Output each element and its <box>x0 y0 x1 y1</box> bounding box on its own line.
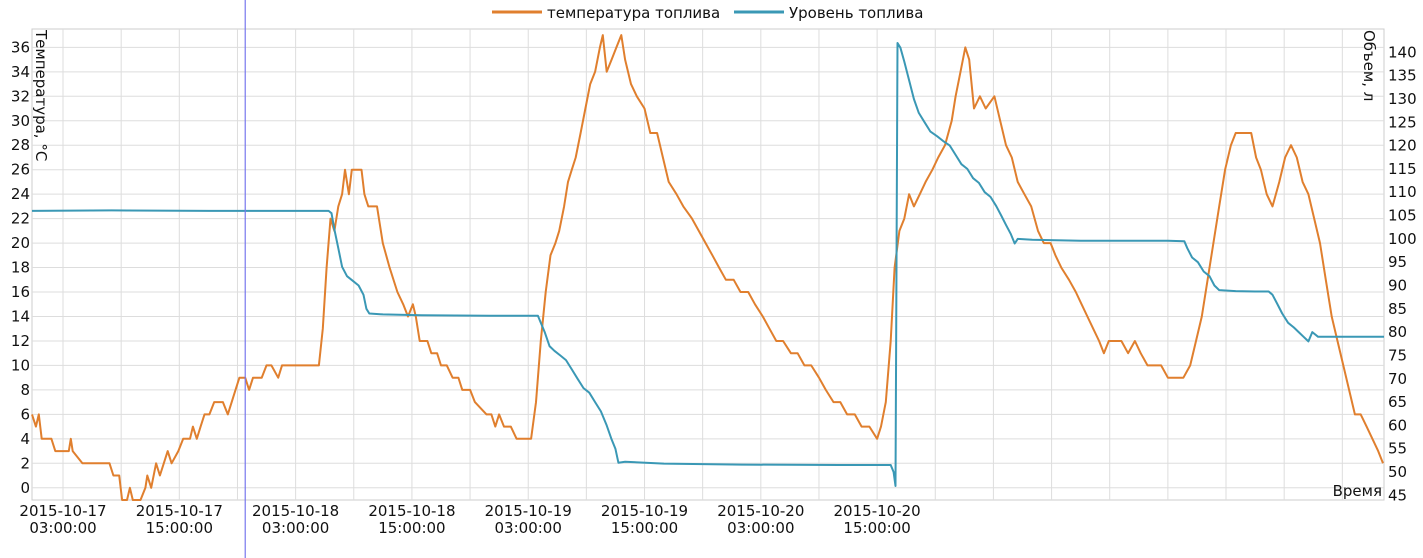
right-tick-label: 100 <box>1388 230 1417 248</box>
right-tick-label: 125 <box>1388 113 1417 131</box>
x-tick-label: 2015-10-19 15:00:00 <box>601 502 688 537</box>
legend-label-1: Уровень топлива <box>789 4 923 22</box>
right-tick-label: 55 <box>1388 440 1407 458</box>
left-tick-label: 6 <box>20 405 30 423</box>
x-tick-label: 2015-10-17 15:00:00 <box>136 502 223 537</box>
right-tick-label: 65 <box>1388 393 1407 411</box>
left-tick-label: 18 <box>11 259 30 277</box>
left-tick-label: 2 <box>20 454 30 472</box>
x-tick-label: 2015-10-20 03:00:00 <box>717 502 804 537</box>
left-tick-label: 14 <box>11 307 30 325</box>
left-tick-label: 26 <box>11 161 30 179</box>
right-tick-label: 70 <box>1388 370 1407 388</box>
right-tick-label: 120 <box>1388 137 1417 155</box>
left-tick-label: 28 <box>11 136 30 154</box>
series-layer <box>31 34 1384 501</box>
right-tick-label: 45 <box>1388 486 1407 504</box>
grid <box>31 28 1385 501</box>
right-tick-label: 140 <box>1388 43 1417 61</box>
right-tick-label: 110 <box>1388 183 1417 201</box>
right-tick-label: 135 <box>1388 67 1417 85</box>
legend: температура топлива Уровень топлива <box>492 4 923 22</box>
left-tick-label: 24 <box>11 185 30 203</box>
x-tick-label: 2015-10-18 03:00:00 <box>252 502 339 537</box>
right-tick-label: 60 <box>1388 416 1407 434</box>
x-tick-label: 2015-10-18 15:00:00 <box>368 502 455 537</box>
left-tick-label: 4 <box>20 430 30 448</box>
right-tick-label: 130 <box>1388 90 1417 108</box>
right-tick-label: 50 <box>1388 463 1407 481</box>
right-tick-label: 90 <box>1388 276 1407 294</box>
legend-label-0: температура топлива <box>547 4 720 22</box>
x-tick-label: 2015-10-19 03:00:00 <box>485 502 572 537</box>
left-tick-label: 16 <box>11 283 30 301</box>
y-axis-right-title: Объем, л <box>1360 30 1378 101</box>
left-tick-label: 12 <box>11 332 30 350</box>
x-axis-title: Время <box>1333 482 1382 500</box>
series-line-1 <box>31 42 1384 487</box>
series-line-0 <box>31 34 1384 501</box>
left-tick-label: 34 <box>11 63 30 81</box>
right-tick-label: 80 <box>1388 323 1407 341</box>
right-tick-label: 105 <box>1388 207 1417 225</box>
left-tick-label: 10 <box>11 356 30 374</box>
x-axis-ticks: 2015-10-17 03:00:00 2015-10-17 15:00:00 2015… <box>19 502 920 537</box>
left-tick-label: 30 <box>11 112 30 130</box>
left-tick-label: 20 <box>11 234 30 252</box>
right-axis-ticks: 45 50 55 60 65 70 75 80 85 90 95 100 105 110 115 120 125… <box>1388 43 1417 504</box>
left-tick-label: 22 <box>11 210 30 228</box>
right-tick-label: 115 <box>1388 160 1417 178</box>
plot-frame <box>31 28 1385 501</box>
right-tick-label: 95 <box>1388 253 1407 271</box>
right-tick-label: 85 <box>1388 300 1407 318</box>
right-tick-label: 75 <box>1388 346 1407 364</box>
x-tick-label: 2015-10-17 03:00:00 <box>19 502 106 537</box>
left-tick-label: 36 <box>11 38 30 56</box>
left-tick-label: 32 <box>11 87 30 105</box>
y-axis-left-title: Температура, °C <box>32 29 50 161</box>
left-tick-label: 8 <box>20 381 30 399</box>
x-tick-label: 2015-10-20 15:00:00 <box>834 502 921 537</box>
left-tick-label: 0 <box>20 479 30 497</box>
